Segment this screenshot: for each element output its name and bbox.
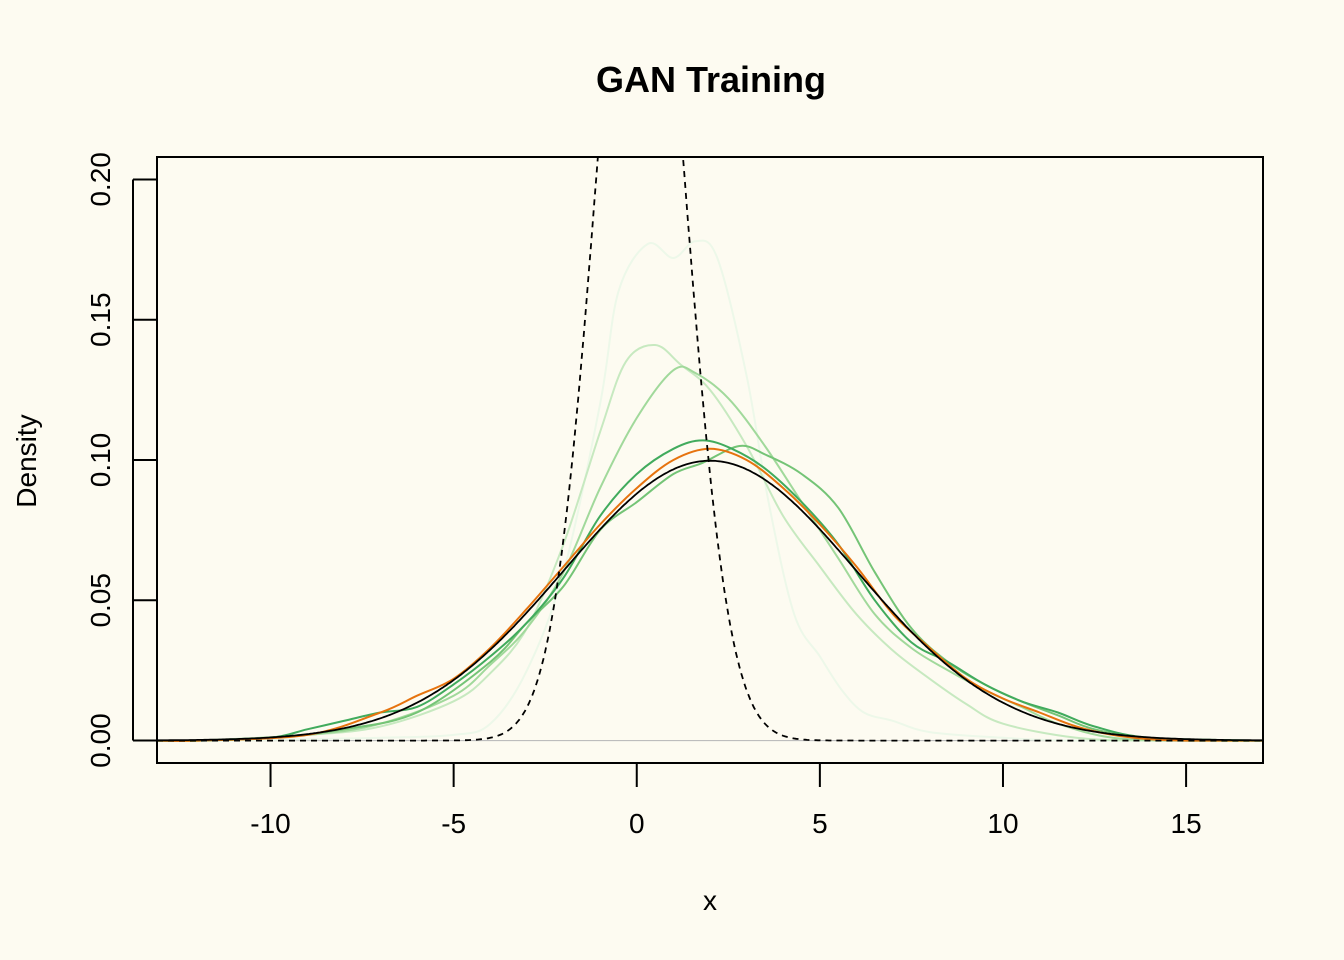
y-tick-label: 0.00 <box>85 713 116 768</box>
series-line-generator-final <box>157 447 1263 742</box>
y-tick-label: 0.10 <box>85 433 116 488</box>
series-line-generator-iteration-2 <box>157 343 1263 742</box>
plot-frame <box>156 156 1264 764</box>
x-tick-label: 10 <box>987 808 1018 839</box>
y-axis-label: Density <box>11 414 42 507</box>
series-line-initial-density <box>157 157 1263 742</box>
series-line-generator-iteration-4 <box>157 444 1263 742</box>
series-line-target-density <box>157 459 1263 742</box>
series-line-generator-iteration-5 <box>157 439 1263 742</box>
series-line-generator-iteration-1 <box>157 239 1263 742</box>
chart-title: GAN Training <box>596 59 826 100</box>
x-tick-label: 15 <box>1171 808 1202 839</box>
x-tick-label: 0 <box>629 808 645 839</box>
x-tick-label: -10 <box>250 808 290 839</box>
x-axis-label: x <box>703 885 717 916</box>
x-tick-label: -5 <box>441 808 466 839</box>
series-line-generator-iteration-3 <box>157 365 1263 742</box>
y-tick-label: 0.05 <box>85 573 116 628</box>
x-tick-label: 5 <box>812 808 828 839</box>
y-tick-label: 0.20 <box>85 152 116 207</box>
y-tick-label: 0.15 <box>85 292 116 347</box>
